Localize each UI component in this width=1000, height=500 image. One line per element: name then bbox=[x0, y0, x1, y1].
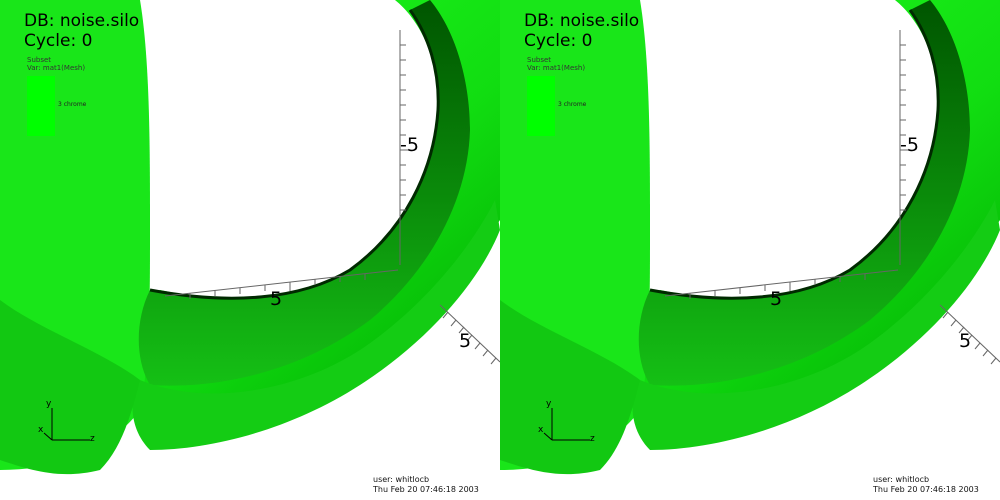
isosurface-ring bbox=[638, 0, 970, 386]
user-label: user: whitlocb bbox=[373, 475, 430, 484]
date-label: Thu Feb 20 07:46:18 2003 bbox=[373, 485, 479, 494]
cycle-label: Cycle: 0 bbox=[24, 31, 93, 51]
triad-y-label: y bbox=[46, 399, 52, 409]
axis-z bbox=[439, 304, 500, 365]
triad-z-label: z bbox=[590, 434, 595, 444]
axis-x bbox=[664, 269, 899, 299]
axis-x-tick-label: 5 bbox=[270, 288, 283, 310]
axis-y bbox=[899, 30, 910, 265]
date-label: Thu Feb 20 07:46:18 2003 bbox=[873, 485, 979, 494]
legend-swatch bbox=[527, 76, 555, 136]
user-label: user: whitlocb bbox=[873, 475, 930, 484]
isosurface-ring-bottom bbox=[632, 200, 1000, 450]
render-viewport-left[interactable]: DB: noise.silo Cycle: 0 Subset Var: mat1… bbox=[0, 0, 500, 500]
axis-z-tick-label: 5 bbox=[959, 330, 972, 352]
axis-x-tick-label: 5 bbox=[770, 288, 783, 310]
legend-swatch bbox=[27, 76, 55, 136]
legend-item-label: 3 chrome bbox=[58, 101, 87, 108]
isosurface-left-lower bbox=[500, 300, 640, 475]
axis-z-tick-label: 5 bbox=[459, 330, 472, 352]
axis-y-tick-label: -5 bbox=[400, 134, 419, 156]
hole-edge bbox=[149, 9, 440, 300]
axis-y bbox=[399, 30, 410, 265]
triad-y-label: y bbox=[546, 399, 552, 409]
axis-z bbox=[939, 304, 1000, 365]
axis-y-tick-label: -5 bbox=[900, 134, 919, 156]
isosurface-render bbox=[500, 0, 1000, 500]
triad-x-label: x bbox=[538, 425, 544, 435]
isosurface-lower bbox=[500, 0, 1000, 500]
render-viewport-right[interactable]: DB: noise.silo Cycle: 0 Subset Var: mat1… bbox=[500, 0, 1000, 500]
database-label: DB: noise.silo bbox=[524, 11, 640, 31]
cycle-label: Cycle: 0 bbox=[524, 31, 593, 51]
legend-var: Var: mat1(Mesh) bbox=[27, 64, 86, 72]
triad-z-label: z bbox=[90, 434, 95, 444]
isosurface-ring bbox=[138, 0, 470, 386]
isosurface-render bbox=[0, 0, 500, 500]
legend-title: Subset bbox=[527, 56, 552, 64]
isosurface-ring-bottom bbox=[132, 200, 500, 450]
legend-item-label: 3 chrome bbox=[558, 101, 587, 108]
legend-var: Var: mat1(Mesh) bbox=[527, 64, 586, 72]
isosurface-left-lower bbox=[0, 300, 140, 475]
isosurface-lower bbox=[0, 0, 500, 500]
legend-title: Subset bbox=[27, 56, 52, 64]
triad-x-label: x bbox=[38, 425, 44, 435]
view-triad bbox=[543, 408, 590, 441]
database-label: DB: noise.silo bbox=[24, 11, 140, 31]
view-triad bbox=[43, 408, 90, 441]
hole-edge bbox=[649, 9, 940, 300]
axis-x bbox=[164, 269, 399, 299]
